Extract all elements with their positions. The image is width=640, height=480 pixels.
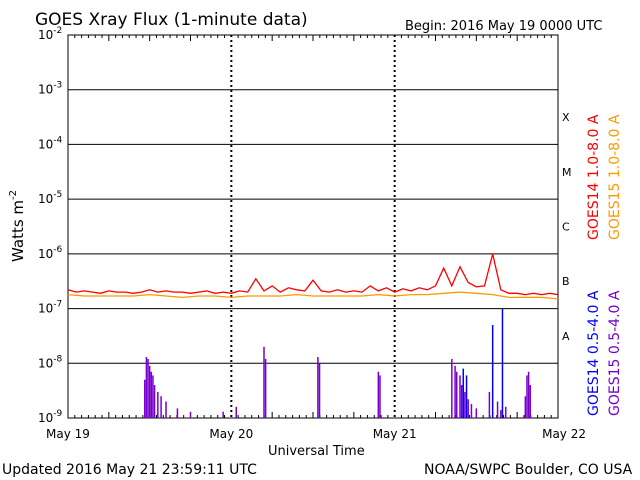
flare-class-label: X xyxy=(562,111,570,124)
series-line xyxy=(67,291,559,300)
y-tick-label: 10-4 xyxy=(38,135,63,151)
flare-class-label: C xyxy=(562,221,570,234)
legend-entry: GOES14 0.5-4.0 A xyxy=(586,290,602,416)
plot-area: 10-2 10-3 10-4 10-5 10-6 10-7 10-8 10-9 May 19 Ma… xyxy=(38,26,623,441)
x-tick-label: May 21 xyxy=(373,427,417,441)
flare-class-label: B xyxy=(562,275,570,288)
flare-class-label: A xyxy=(562,330,570,343)
x-tick-label: May 20 xyxy=(209,427,253,441)
y-tick-label: 10-5 xyxy=(38,190,62,206)
y-axis-title-text: Watts m xyxy=(9,200,27,262)
chart-title: GOES Xray Flux (1-minute data) xyxy=(35,10,308,30)
svg-text:Watts m-2: Watts m-2 xyxy=(8,190,27,262)
y-tick-label: 10-3 xyxy=(38,81,62,97)
x-tick-label: May 22 xyxy=(542,427,586,441)
legend-entry: GOES15 1.0-8.0 A xyxy=(607,114,623,240)
series-line xyxy=(67,253,559,296)
y-tick-label: 10-8 xyxy=(38,354,63,370)
legend-entry: GOES14 1.0-8.0 A xyxy=(586,114,602,240)
x-axis-title: Universal Time xyxy=(268,444,365,459)
credit-label: NOAA/SWPC Boulder, CO USA xyxy=(424,462,633,478)
y-tick-label: 10-7 xyxy=(38,300,62,316)
legend-entry: GOES15 0.5-4.0 A xyxy=(607,290,623,416)
updated-label: Updated 2016 May 21 23:59:11 UTC xyxy=(2,462,257,478)
begin-label: Begin: 2016 May 19 0000 UTC xyxy=(405,19,602,34)
x-tick-label: May 19 xyxy=(46,427,90,441)
flare-class-label: M xyxy=(562,166,572,179)
y-axis-title: Watts m-2 xyxy=(8,190,27,262)
y-tick-label: 10-6 xyxy=(38,245,63,261)
y-axis-title-exponent: -2 xyxy=(8,190,19,200)
y-tick-label: 10-9 xyxy=(38,409,63,425)
y-tick-label: 10-2 xyxy=(38,26,62,42)
plot-frame xyxy=(67,34,559,419)
